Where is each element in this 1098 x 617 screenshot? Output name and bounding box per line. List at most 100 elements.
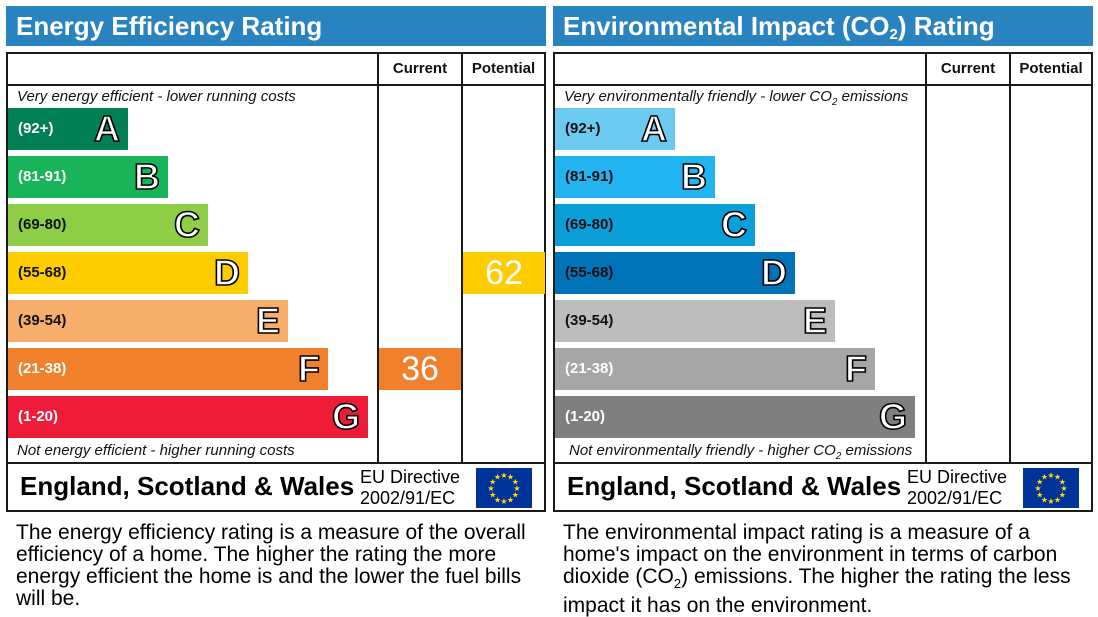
rating-band-a: (92+) A	[8, 107, 128, 150]
current-column-header: Current	[392, 60, 448, 77]
star-icon: ★	[513, 484, 520, 493]
band-letter: G	[878, 395, 908, 438]
band-letter: C	[173, 203, 201, 246]
band-letter: D	[213, 251, 241, 294]
potential-divider	[1009, 54, 1011, 464]
star-icon: ★	[507, 495, 514, 504]
rating-band-f: (21-38) F	[555, 347, 875, 390]
star-icon: ★	[1047, 497, 1054, 506]
band-range-label: (92+)	[18, 120, 54, 137]
environmental-impact-panel: Environmental Impact (CO2) Rating Curren…	[553, 0, 1093, 617]
star-icon: ★	[489, 491, 496, 500]
current-divider	[925, 54, 927, 464]
rating-band-d: (55-68) D	[555, 251, 795, 294]
potential-rating-badge: 62	[463, 252, 545, 294]
star-icon: ★	[1047, 471, 1054, 480]
eu-flag-icon: ★ ★ ★ ★ ★ ★ ★ ★ ★ ★ ★ ★	[1023, 468, 1079, 508]
star-icon: ★	[1060, 484, 1067, 493]
rating-band-b: (81-91) B	[555, 155, 715, 198]
top-note: Very environmentally friendly - lower CO…	[564, 88, 909, 108]
current-column-header: Current	[940, 60, 996, 77]
band-range-label: (39-54)	[565, 312, 614, 329]
star-icon: ★	[494, 495, 501, 504]
environment-title: Environmental Impact (CO2) Rating	[553, 6, 1093, 46]
potential-column-header: Potential	[1019, 60, 1083, 77]
rating-band-e: (39-54) E	[555, 299, 835, 342]
band-letter: F	[297, 347, 321, 390]
star-icon: ★	[1036, 478, 1043, 487]
band-letter: B	[680, 155, 708, 198]
environment-description: The environmental impact rating is a mea…	[563, 521, 1071, 617]
directive-line-2: 2002/91/EC	[360, 488, 456, 508]
directive-line-1: EU Directive	[360, 467, 461, 487]
eu-stars-icon: ★ ★★★★★★★★★★★	[1034, 471, 1067, 506]
band-range-label: (69-80)	[18, 216, 67, 233]
potential-divider	[461, 54, 463, 464]
star-icon: ★	[489, 478, 496, 487]
energy-title: Energy Efficiency Rating	[6, 6, 546, 46]
rating-band-d: (55-68) D	[8, 251, 248, 294]
star-icon: ★	[1059, 478, 1066, 487]
band-range-label: (69-80)	[565, 216, 614, 233]
energy-efficiency-panel: Energy Efficiency Rating Current Potenti…	[6, 0, 546, 613]
star-icon: ★	[1041, 495, 1048, 504]
band-range-label: (1-20)	[565, 408, 606, 425]
band-range-label: (39-54)	[18, 312, 67, 329]
band-range-label: (92+)	[565, 120, 601, 137]
star-icon: ★	[1041, 473, 1048, 482]
band-letter: A	[640, 107, 668, 150]
band-letter: E	[255, 299, 281, 342]
header-divider	[555, 84, 1091, 86]
band-range-label: (81-91)	[18, 168, 67, 185]
top-note: Very energy efficient - lower running co…	[17, 88, 296, 105]
rating-band-g: (1-20) G	[555, 395, 915, 438]
header-divider	[8, 84, 544, 86]
band-letter: D	[760, 251, 788, 294]
rating-band-e: (39-54) E	[8, 299, 288, 342]
bottom-note: Not energy efficient - higher running co…	[17, 442, 295, 459]
star-icon: ★	[1036, 491, 1043, 500]
star-icon: ★	[1059, 491, 1066, 500]
band-range-label: (55-68)	[565, 264, 614, 281]
star-icon: ★	[512, 491, 519, 500]
star-icon: ★	[512, 478, 519, 487]
band-letter: B	[133, 155, 161, 198]
energy-chart-frame: Current Potential Very energy efficient …	[6, 52, 546, 512]
eu-flag-icon: ★ ★ ★ ★ ★ ★ ★ ★ ★ ★ ★ ★	[476, 468, 532, 508]
band-range-label: (55-68)	[18, 264, 67, 281]
star-icon: ★	[500, 471, 507, 480]
eu-directive: EU Directive 2002/91/EC	[907, 467, 1007, 509]
star-icon: ★	[1034, 484, 1041, 493]
band-range-label: (21-38)	[18, 360, 67, 377]
rating-band-a: (92+) A	[555, 107, 675, 150]
directive-line-1: EU Directive	[907, 467, 1008, 487]
star-icon: ★	[487, 484, 494, 493]
band-range-label: (1-20)	[18, 408, 59, 425]
band-range-label: (81-91)	[565, 168, 614, 185]
star-icon: ★	[494, 473, 501, 482]
environment-chart-frame: Current Potential Very environmentally f…	[553, 52, 1093, 512]
region-label: England, Scotland & Wales	[567, 471, 902, 501]
bottom-note: Not environmentally friendly - higher CO…	[569, 442, 913, 462]
band-letter: C	[720, 203, 748, 246]
region-label: England, Scotland & Wales	[20, 471, 355, 501]
eu-stars-icon: ★ ★★★★★★★★★★★	[487, 471, 520, 506]
footer-divider	[8, 462, 544, 464]
band-letter: A	[93, 107, 121, 150]
band-letter: E	[802, 299, 828, 342]
star-icon: ★	[1054, 473, 1061, 482]
energy-description: The energy efficiency rating is a measur…	[16, 521, 526, 610]
current-divider	[377, 54, 379, 464]
band-letter: G	[331, 395, 361, 438]
rating-band-b: (81-91) B	[8, 155, 168, 198]
footer-divider	[555, 462, 1091, 464]
rating-band-c: (69-80) C	[8, 203, 208, 246]
band-letter: F	[844, 347, 868, 390]
rating-band-c: (69-80) C	[555, 203, 755, 246]
eu-directive: EU Directive 2002/91/EC	[360, 467, 460, 509]
band-range-label: (21-38)	[565, 360, 614, 377]
star-icon: ★	[507, 473, 514, 482]
rating-band-f: (21-38) F	[8, 347, 328, 390]
star-icon: ★	[1054, 495, 1061, 504]
potential-column-header: Potential	[471, 60, 536, 77]
